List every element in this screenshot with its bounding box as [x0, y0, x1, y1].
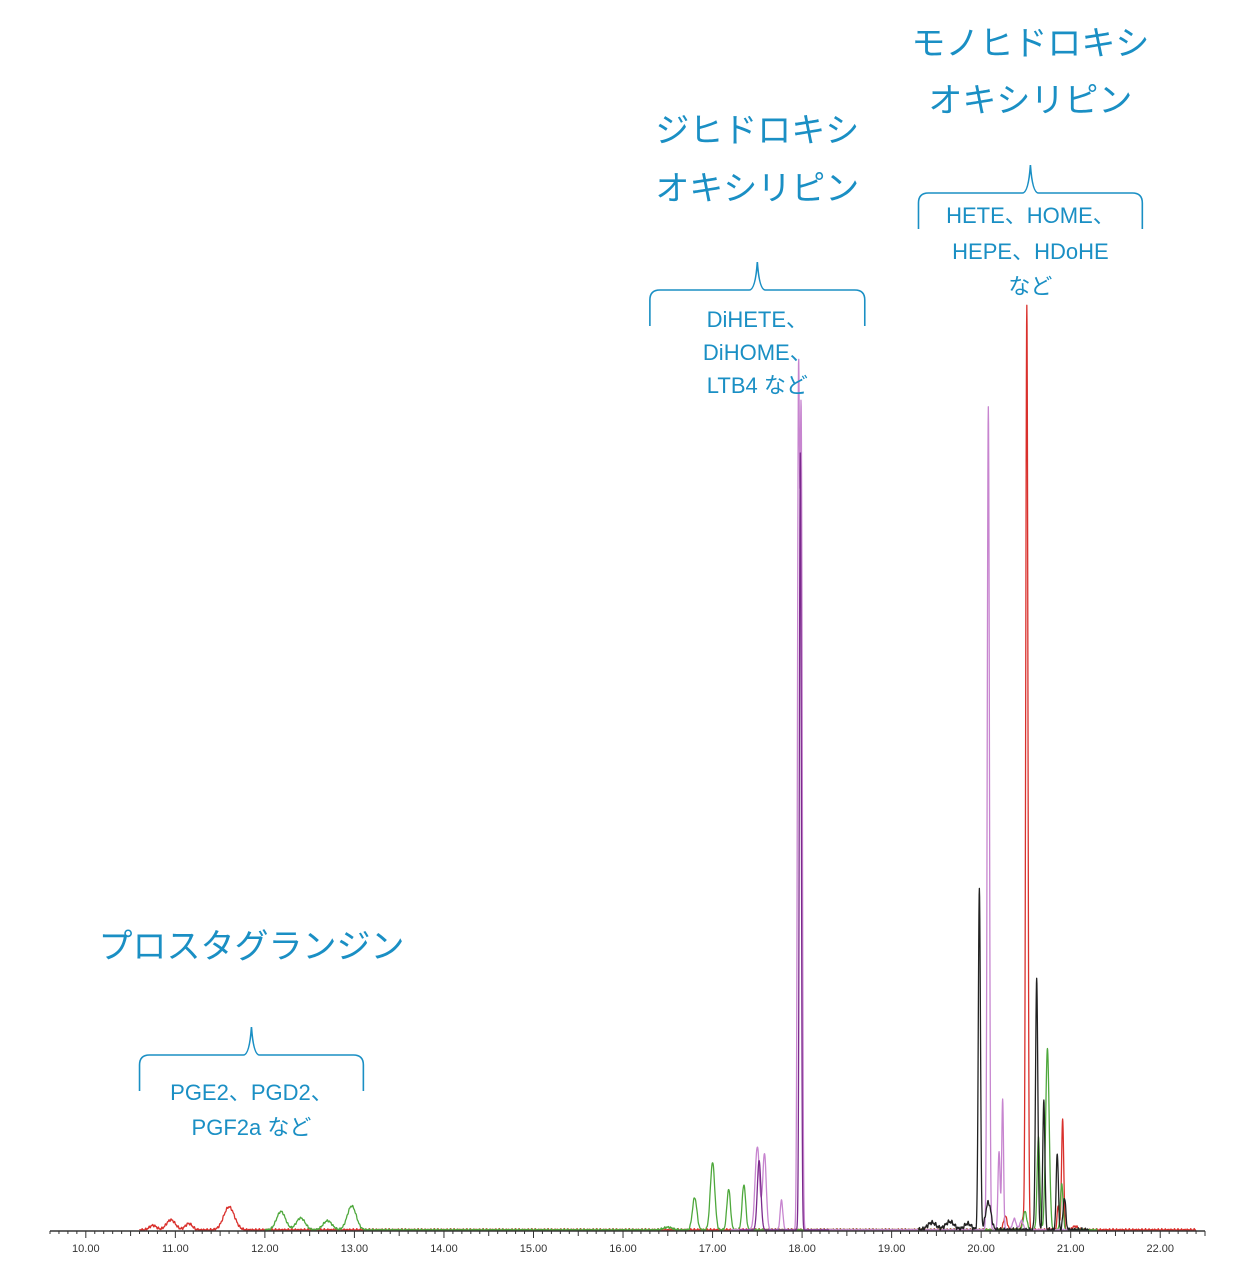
group-members-line: など: [1008, 274, 1052, 299]
x-tick-label: 15.00: [520, 1243, 548, 1255]
group-brace: [138, 1026, 365, 1091]
trace-series-5: [918, 887, 1090, 1231]
group-title-line: ジヒドロキシ: [655, 111, 859, 151]
group-title-line: オキシリピン: [655, 169, 859, 209]
annotation-group-1: プロスタグランジン PGE2、PGD2、 PGF2a など: [98, 927, 404, 1140]
group-members-line: DiHOME、: [703, 340, 812, 365]
group-members-line: PGF2a など: [192, 1115, 312, 1140]
x-tick-label: 14.00: [430, 1243, 458, 1255]
x-tick-label: 13.00: [341, 1243, 369, 1255]
group-members-line: DiHETE、: [707, 307, 808, 332]
group-brace: [917, 164, 1144, 229]
chromatogram-traces: [139, 304, 1197, 1231]
x-axis: 10.00 11.00 12.00 13.00 14.00 15.00 16.00 17.00…: [49, 1230, 1206, 1255]
trace-series-3: [730, 358, 1072, 1231]
group-members-line: PGE2、PGD2、: [170, 1080, 333, 1105]
group-title-line: オキシリピン: [928, 81, 1132, 121]
trace-series-2: [264, 1047, 1098, 1231]
trace-series-4: [738, 452, 830, 1231]
x-tick-label: 22.00: [1146, 1243, 1174, 1255]
group-members-line: HEPE、HDoHE: [952, 239, 1108, 264]
x-tick-label: 11.00: [162, 1243, 189, 1255]
group-title-line: モノヒドロキシ: [911, 24, 1149, 64]
x-tick-label: 17.00: [699, 1243, 727, 1255]
x-tick-label: 16.00: [609, 1243, 637, 1255]
group-title-line: プロスタグランジン: [98, 927, 404, 967]
x-tick-label: 10.00: [72, 1243, 100, 1255]
group-members-line: LTB4 など: [707, 373, 808, 398]
x-tick-label: 18.00: [788, 1243, 816, 1255]
x-tick-label: 20.00: [967, 1243, 995, 1255]
x-tick-label: 21.00: [1057, 1243, 1085, 1255]
x-tick-label: 12.00: [251, 1243, 279, 1255]
group-members-line: HETE、HOME、: [946, 203, 1115, 228]
group-brace: [649, 261, 866, 326]
x-tick-label: 19.00: [878, 1243, 906, 1255]
